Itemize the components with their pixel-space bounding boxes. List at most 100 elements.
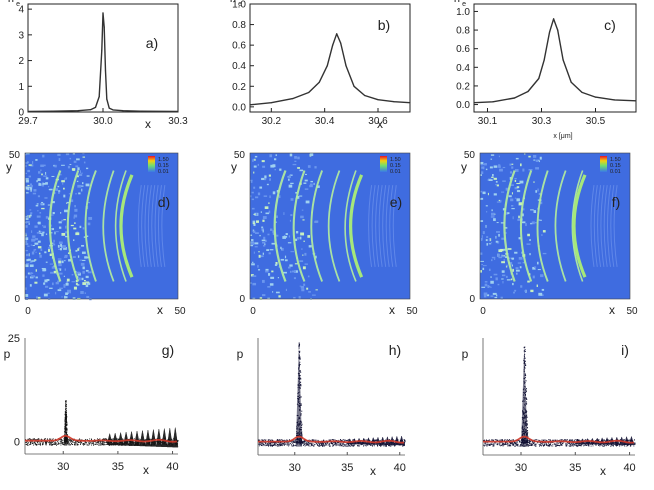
- density-speckle: [270, 164, 275, 168]
- x-tick-label: 50: [406, 306, 418, 317]
- spike-dot: [526, 414, 528, 416]
- particle-dot: [94, 443, 96, 445]
- particle-dot: [629, 440, 631, 442]
- panel-c: 30.130.330.50.00.20.40.60.81.0nex [μm]c): [454, 0, 637, 140]
- density-speckle: [515, 157, 519, 160]
- density-speckle: [269, 228, 273, 231]
- x-tick-label: 30: [515, 462, 527, 474]
- spike-dot: [299, 343, 301, 345]
- particle-dot: [270, 445, 272, 447]
- particle-dot: [46, 442, 47, 444]
- density-speckle: [486, 294, 490, 297]
- density-speckle: [62, 182, 64, 185]
- colorbar-tick-label: 0.01: [390, 169, 401, 175]
- particle-dot: [271, 439, 273, 441]
- particle-dot: [61, 439, 62, 441]
- particle-dot: [565, 443, 567, 445]
- density-speckle: [80, 291, 84, 294]
- wave-front: [137, 185, 142, 267]
- y-tick-label: 0: [469, 294, 475, 305]
- data-point: [364, 94, 366, 97]
- data-point: [581, 91, 583, 94]
- spike-dot: [299, 357, 301, 359]
- density-speckle: [37, 240, 41, 243]
- density-speckle: [34, 238, 39, 241]
- density-speckle: [505, 275, 508, 278]
- particle-dot: [82, 442, 84, 444]
- density-speckle: [37, 209, 39, 212]
- spike-dot: [301, 410, 303, 412]
- particle-dot: [311, 439, 313, 441]
- particle-dot: [88, 444, 90, 446]
- density-speckle: [261, 177, 265, 181]
- x-tick-label: 0: [25, 306, 31, 317]
- particle-dot: [340, 440, 342, 442]
- particle-dot: [560, 442, 562, 444]
- particle-dot: [99, 444, 101, 446]
- density-speckle: [274, 158, 277, 161]
- particle-dot: [274, 442, 276, 444]
- density-speckle: [498, 199, 501, 202]
- density-speckle: [54, 164, 57, 168]
- particle-dot: [334, 439, 336, 441]
- data-point: [570, 81, 572, 83]
- density-speckle: [518, 256, 523, 260]
- density-speckle: [25, 287, 27, 290]
- particle-dot: [403, 444, 405, 446]
- particle-dot: [588, 439, 590, 441]
- particle-dot: [270, 439, 272, 441]
- data-point: [377, 99, 379, 101]
- density-speckle: [250, 181, 253, 183]
- particle-dot: [543, 440, 545, 441]
- particle-dot: [51, 441, 53, 443]
- density-speckle: [63, 246, 67, 250]
- particle-dot: [371, 445, 373, 447]
- particle-dot: [42, 444, 44, 446]
- density-speckle: [75, 249, 78, 252]
- spike-dot: [65, 404, 67, 406]
- density-speckle: [480, 161, 484, 165]
- y-axis-label: n: [8, 0, 14, 5]
- density-speckle: [42, 269, 46, 272]
- x-tick-label: 30.5: [586, 116, 606, 127]
- spike-dot: [526, 411, 528, 413]
- particle-dot: [580, 443, 582, 445]
- density-speckle: [262, 165, 266, 168]
- particle-dot: [548, 439, 550, 441]
- spike-dot: [299, 350, 301, 352]
- particle-dot: [280, 442, 282, 444]
- density-speckle: [301, 209, 304, 211]
- particle-dot: [353, 445, 355, 447]
- particle-dot: [488, 444, 490, 446]
- particle-dot: [549, 439, 551, 441]
- density-speckle: [481, 235, 483, 238]
- particle-dot: [340, 445, 342, 447]
- density-speckle: [505, 256, 508, 259]
- spike-dot: [524, 353, 526, 355]
- particle-dot: [327, 442, 329, 444]
- particle-dot: [546, 444, 548, 446]
- density-speckle: [45, 177, 49, 180]
- density-speckle: [35, 269, 37, 272]
- spike-dot: [525, 373, 527, 375]
- particle-dot: [485, 439, 487, 441]
- x-tick-label: 35: [569, 462, 581, 474]
- density-speckle: [491, 176, 494, 178]
- particle-dot: [328, 439, 330, 441]
- density-speckle: [490, 280, 494, 284]
- particle-dot: [282, 443, 283, 445]
- density-speckle: [269, 195, 271, 199]
- density-speckle: [69, 157, 72, 160]
- particle-dot: [32, 438, 34, 440]
- spike-dot: [526, 423, 528, 425]
- density-speckle: [522, 213, 524, 217]
- particle-dot: [562, 443, 564, 445]
- particle-dot: [494, 439, 496, 441]
- density-speckle: [307, 275, 310, 278]
- density-speckle: [40, 164, 44, 167]
- density-speckle: [77, 255, 80, 258]
- spike-dot: [527, 430, 529, 432]
- particle-dot: [334, 442, 336, 444]
- particle-dot: [50, 442, 52, 443]
